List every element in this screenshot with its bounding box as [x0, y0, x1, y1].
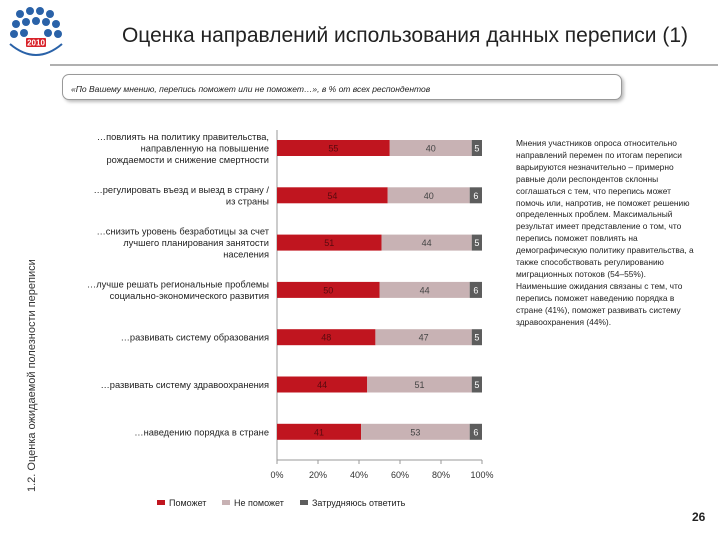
- category-label: …повлиять на политику правительства, напр…: [97, 132, 269, 165]
- bar-value-label: 6: [473, 285, 478, 295]
- bar-value-label: 6: [473, 427, 478, 437]
- stacked-bar-chart: 0% 20% 40% 60% 80% 100% …повлиять на политику …: [87, 130, 494, 508]
- bar-segment-help: [277, 281, 380, 298]
- bar-segment-help: [277, 187, 388, 204]
- bar-value-label: 48: [321, 333, 331, 343]
- legend-label: Поможет: [169, 498, 206, 508]
- x-tick-label: 60%: [391, 470, 409, 480]
- bar-segment-hard-to-say: [471, 329, 482, 346]
- bar-value-label: 44: [420, 285, 430, 295]
- logo-year: 2010: [27, 39, 45, 48]
- title-divider: [50, 64, 718, 66]
- bar-value-label: 41: [314, 427, 324, 437]
- bar-segment-no-help: [389, 140, 472, 156]
- page-title: Оценка направлений использования данных …: [121, 24, 689, 47]
- bar-segment-no-help: [379, 281, 470, 298]
- bar-value-label: 5: [474, 238, 479, 248]
- x-tick-label: 20%: [309, 470, 327, 480]
- category-label: …снизить уровень безработицы за счет лучш…: [96, 227, 269, 260]
- bar-segment-help: [277, 376, 368, 393]
- bar-value-label: 40: [424, 191, 434, 201]
- bar-value-label: 44: [317, 380, 327, 390]
- bar-segment-no-help: [375, 329, 472, 346]
- category-label: …развивать систему образования: [121, 333, 269, 343]
- bar-segment-help: [277, 329, 376, 346]
- category-label: …лучше решать региональные проблемы социа…: [87, 280, 269, 302]
- x-tick-label: 80%: [432, 470, 450, 480]
- category-label: …наведению порядка в стране: [134, 427, 269, 437]
- legend-swatch: [222, 500, 230, 505]
- section-label: 1.2. Оценка ожидаемой полезности перепис…: [26, 259, 38, 492]
- logo-emblem-icon: [10, 7, 62, 38]
- bar-value-label: 44: [422, 238, 432, 248]
- bar-segment-hard-to-say: [471, 234, 482, 251]
- bar-value-label: 50: [323, 285, 333, 295]
- bar-value-label: 5: [474, 380, 479, 390]
- bar-segment-no-help: [381, 234, 472, 251]
- x-tick-label: 100%: [470, 470, 493, 480]
- bar-segment-hard-to-say: [471, 376, 482, 393]
- bar-value-label: 55: [328, 144, 338, 154]
- bar-segment-help: [277, 140, 390, 156]
- bar-value-label: 40: [426, 144, 436, 154]
- question-box: «По Вашему мнению, перепись поможет или …: [62, 74, 622, 100]
- census-logo: 2010: [9, 7, 63, 56]
- bar-segment-no-help: [361, 423, 470, 440]
- bar-value-label: 6: [473, 191, 478, 201]
- bar-value-label: 5: [474, 333, 479, 343]
- bar-value-label: 54: [327, 191, 337, 201]
- category-label: …развивать систему здравоохранения: [100, 380, 269, 390]
- bar-segment-hard-to-say: [469, 423, 482, 440]
- legend-swatch: [157, 500, 165, 505]
- legend-label: Не поможет: [234, 498, 284, 508]
- bar-value-label: 53: [410, 427, 420, 437]
- legend-label: Затрудняюсь ответить: [312, 498, 406, 508]
- bar-value-label: 5: [474, 144, 479, 154]
- bar-segment-no-help: [367, 376, 472, 393]
- commentary-text: Мнения участников опроса относительно на…: [516, 138, 694, 327]
- legend-swatch: [300, 500, 308, 505]
- bar-value-label: 51: [414, 380, 424, 390]
- x-tick-label: 0%: [270, 470, 283, 480]
- page-number: 26: [692, 510, 706, 524]
- category-label: …регулировать въезд и выезд в страну / из…: [93, 185, 269, 207]
- bar-value-label: 51: [324, 238, 334, 248]
- bar-segment-hard-to-say: [469, 187, 482, 204]
- bar-segment-no-help: [387, 187, 470, 204]
- bar-segment-hard-to-say: [469, 281, 482, 298]
- bar-segment-hard-to-say: [471, 140, 482, 156]
- x-tick-label: 40%: [350, 470, 368, 480]
- bar-segment-help: [277, 423, 362, 440]
- bar-segment-help: [277, 234, 382, 251]
- bar-value-label: 47: [419, 333, 429, 343]
